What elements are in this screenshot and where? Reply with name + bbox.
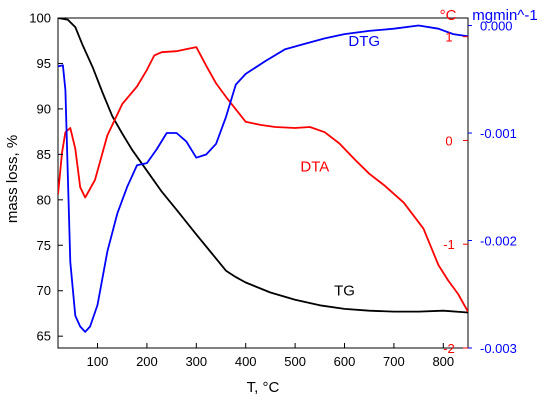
series-label-tg: TG (334, 282, 355, 299)
series-label-dtg: DTG (348, 33, 380, 50)
dtg-axis-label: mgmin^-1 (472, 7, 537, 24)
series-label-dta: DTA (300, 159, 329, 176)
x-tick-label: 400 (235, 354, 257, 369)
dtg-tick-label: 0.000 (480, 19, 513, 34)
dtg-tick-label: -0.002 (480, 234, 517, 249)
dtg-tick-label: -0.001 (480, 126, 517, 141)
x-tick-label: 800 (432, 354, 454, 369)
x-tick-label: 500 (284, 354, 306, 369)
left-axis: 65 70 75 80 85 90 95 100 (29, 11, 63, 344)
plot-frame (57, 17, 469, 349)
dtg-tick-label: -0.003 (480, 341, 517, 356)
x-tick-label: 600 (334, 354, 356, 369)
series-line-dtg (58, 24, 468, 333)
x-tick-label: 700 (383, 354, 405, 369)
right-axis-dta: -2 -1 0 1 (443, 30, 468, 356)
series-line-dta (58, 46, 468, 313)
left-tick-label: 85 (37, 147, 51, 162)
x-tick-label: 300 (185, 354, 207, 369)
left-tick-label: 70 (37, 283, 51, 298)
left-tick-label: 75 (37, 238, 51, 253)
left-tick-label: 90 (37, 101, 51, 116)
x-tick-label: 200 (136, 354, 158, 369)
dta-tick-label: -2 (443, 341, 455, 356)
dta-axis-label: °C (440, 7, 457, 24)
x-axis: 100 200 300 400 500 600 700 800 (87, 343, 454, 369)
dta-tick-label: 0 (445, 133, 452, 148)
plot-area (57, 17, 469, 349)
dta-tick-label: -1 (443, 237, 455, 252)
right-axis-dtg: -0.003 -0.002 -0.001 0.000 (468, 19, 517, 356)
left-tick-label: 80 (37, 192, 51, 207)
left-axis-label: mass loss, % (4, 135, 21, 223)
series-layer (58, 18, 468, 333)
annotation-layer: TG DTA DTG (300, 33, 380, 299)
left-tick-label: 100 (29, 11, 51, 26)
left-tick-label: 65 (37, 329, 51, 344)
dta-tick-label: 1 (445, 30, 452, 45)
series-line-tg (58, 18, 468, 314)
x-axis-label: T, °C (247, 379, 280, 396)
left-tick-label: 95 (37, 56, 51, 71)
x-tick-label: 100 (87, 354, 109, 369)
